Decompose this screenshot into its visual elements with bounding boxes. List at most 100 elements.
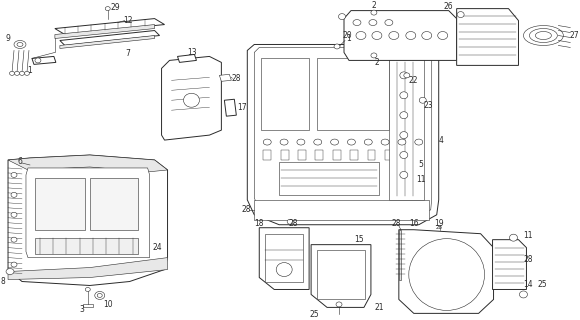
Ellipse shape xyxy=(11,237,17,242)
Ellipse shape xyxy=(263,139,271,145)
Ellipse shape xyxy=(406,32,416,39)
Ellipse shape xyxy=(35,58,41,63)
Text: 18: 18 xyxy=(255,219,264,228)
Ellipse shape xyxy=(85,287,90,292)
Text: 10: 10 xyxy=(103,300,113,309)
Ellipse shape xyxy=(415,139,423,145)
Polygon shape xyxy=(90,178,137,230)
Polygon shape xyxy=(162,56,222,140)
Text: 28: 28 xyxy=(288,219,298,228)
Text: 16: 16 xyxy=(409,219,419,228)
Text: 28: 28 xyxy=(231,74,241,83)
Text: 20: 20 xyxy=(342,31,352,40)
Text: 3: 3 xyxy=(79,305,84,314)
Ellipse shape xyxy=(297,139,305,145)
Ellipse shape xyxy=(347,139,356,145)
Ellipse shape xyxy=(183,93,200,107)
Text: 11: 11 xyxy=(524,231,533,240)
Text: 4: 4 xyxy=(438,136,443,145)
Ellipse shape xyxy=(17,43,23,46)
Polygon shape xyxy=(385,150,393,160)
Text: 19: 19 xyxy=(434,219,444,228)
Text: 12: 12 xyxy=(123,16,132,25)
Polygon shape xyxy=(265,234,303,282)
Polygon shape xyxy=(399,230,494,313)
Text: 9: 9 xyxy=(6,34,10,43)
Ellipse shape xyxy=(11,212,17,217)
Ellipse shape xyxy=(14,41,26,48)
Ellipse shape xyxy=(409,239,484,310)
Text: 27: 27 xyxy=(570,31,579,40)
Ellipse shape xyxy=(20,71,24,75)
Ellipse shape xyxy=(11,172,17,177)
Polygon shape xyxy=(60,30,160,45)
Polygon shape xyxy=(311,245,371,308)
Ellipse shape xyxy=(389,32,399,39)
Ellipse shape xyxy=(280,139,288,145)
Text: 1: 1 xyxy=(347,34,351,43)
Ellipse shape xyxy=(400,132,408,139)
Polygon shape xyxy=(399,230,401,279)
Polygon shape xyxy=(35,178,85,230)
Text: 2: 2 xyxy=(375,58,379,67)
Text: 21: 21 xyxy=(374,303,383,312)
Polygon shape xyxy=(344,11,456,60)
Ellipse shape xyxy=(364,139,372,145)
Ellipse shape xyxy=(422,32,432,39)
Ellipse shape xyxy=(334,44,340,49)
Ellipse shape xyxy=(404,73,410,78)
Polygon shape xyxy=(247,44,438,225)
Text: 23: 23 xyxy=(424,101,434,110)
Text: 7: 7 xyxy=(125,49,130,58)
Text: 6: 6 xyxy=(17,157,23,166)
Ellipse shape xyxy=(95,292,105,300)
Ellipse shape xyxy=(331,139,339,145)
Polygon shape xyxy=(32,56,56,64)
Ellipse shape xyxy=(438,32,448,39)
Polygon shape xyxy=(83,304,93,308)
Ellipse shape xyxy=(371,53,377,58)
Ellipse shape xyxy=(11,192,17,197)
Text: 25: 25 xyxy=(538,280,547,289)
Polygon shape xyxy=(60,36,155,48)
Polygon shape xyxy=(261,59,309,130)
Polygon shape xyxy=(298,150,306,160)
Polygon shape xyxy=(456,9,519,65)
Polygon shape xyxy=(333,150,340,160)
Text: 14: 14 xyxy=(524,280,533,289)
Polygon shape xyxy=(317,59,389,130)
Ellipse shape xyxy=(276,263,292,276)
Ellipse shape xyxy=(400,112,408,119)
Text: 11: 11 xyxy=(416,175,426,184)
Ellipse shape xyxy=(11,262,17,267)
Text: 28: 28 xyxy=(435,225,442,230)
Text: 17: 17 xyxy=(237,103,247,112)
Polygon shape xyxy=(254,47,432,218)
Polygon shape xyxy=(263,150,271,160)
Text: 28: 28 xyxy=(524,255,533,264)
Ellipse shape xyxy=(24,71,30,75)
Polygon shape xyxy=(368,150,375,160)
Polygon shape xyxy=(492,240,527,290)
Text: 13: 13 xyxy=(188,48,197,57)
Ellipse shape xyxy=(9,71,14,75)
Ellipse shape xyxy=(356,32,366,39)
Text: 24: 24 xyxy=(153,243,162,252)
Polygon shape xyxy=(55,25,155,38)
Text: 2: 2 xyxy=(372,1,376,10)
Polygon shape xyxy=(219,74,231,81)
Ellipse shape xyxy=(6,268,14,275)
Ellipse shape xyxy=(339,13,346,20)
Ellipse shape xyxy=(419,97,426,103)
Polygon shape xyxy=(279,162,379,195)
Ellipse shape xyxy=(105,7,110,11)
Ellipse shape xyxy=(398,139,406,145)
Polygon shape xyxy=(254,200,429,220)
Polygon shape xyxy=(259,228,309,290)
Polygon shape xyxy=(8,155,168,172)
Ellipse shape xyxy=(381,139,389,145)
Polygon shape xyxy=(8,258,168,279)
Polygon shape xyxy=(55,19,165,35)
Ellipse shape xyxy=(400,172,408,179)
Text: 15: 15 xyxy=(354,235,364,244)
